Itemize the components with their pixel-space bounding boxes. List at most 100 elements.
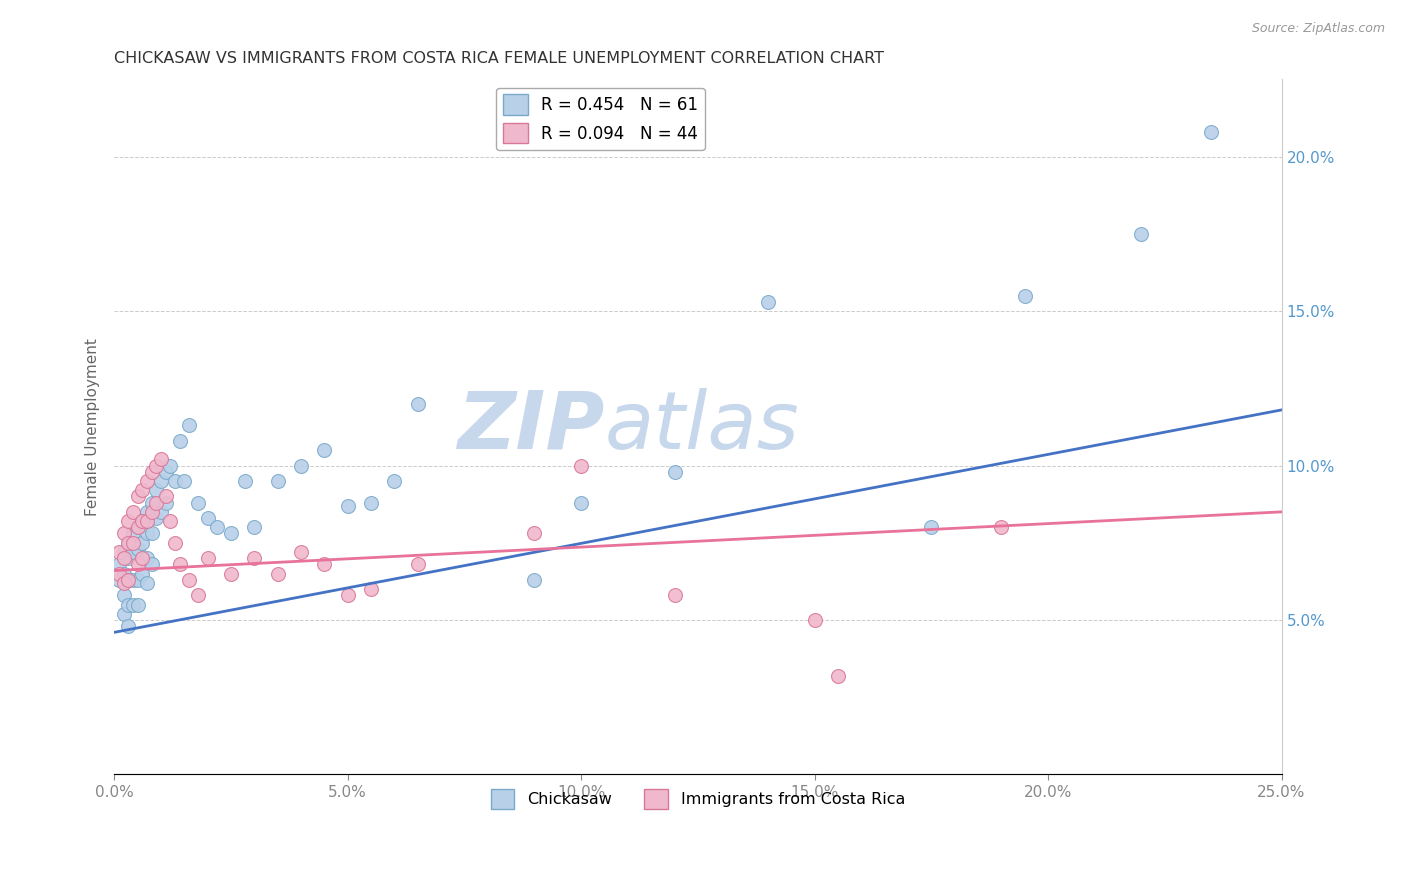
Point (163, 474, 186, 488)
Point (127, 558, 149, 572)
Point (382, 474, 405, 488)
Point (1014, 288, 1036, 302)
Point (117, 551, 139, 566)
Point (141, 558, 163, 572)
Point (169, 558, 191, 572)
Point (141, 526, 163, 541)
Point (108, 566, 131, 581)
Point (127, 520, 149, 534)
Text: ZIP: ZIP (457, 388, 605, 466)
Point (314, 558, 336, 572)
Point (127, 573, 149, 587)
Point (569, 495, 592, 509)
Point (131, 535, 153, 549)
Point (135, 505, 157, 519)
Point (121, 573, 143, 587)
Point (149, 474, 172, 488)
Point (135, 551, 157, 566)
Point (145, 483, 167, 498)
Point (756, 294, 779, 309)
Point (149, 505, 172, 519)
Point (135, 576, 157, 591)
Point (141, 465, 163, 479)
Point (827, 668, 849, 682)
Point (243, 520, 266, 534)
Point (187, 588, 209, 602)
Point (121, 505, 143, 519)
Text: CHICKASAW VS IMMIGRANTS FROM COSTA RICA FEMALE UNEMPLOYMENT CORRELATION CHART: CHICKASAW VS IMMIGRANTS FROM COSTA RICA … (114, 51, 884, 66)
Point (406, 397, 429, 411)
Point (990, 520, 1012, 534)
Point (177, 573, 200, 587)
Point (131, 514, 153, 528)
Text: Source: ZipAtlas.com: Source: ZipAtlas.com (1251, 22, 1385, 36)
Point (117, 535, 139, 549)
Point (266, 566, 288, 581)
Point (131, 566, 153, 581)
Point (149, 452, 172, 467)
Point (127, 598, 149, 612)
Point (360, 495, 382, 509)
Point (121, 545, 143, 559)
Point (127, 520, 149, 534)
Point (187, 495, 209, 509)
Point (664, 465, 686, 479)
Point (117, 514, 139, 528)
Point (117, 598, 139, 612)
Point (197, 511, 219, 525)
Point (112, 607, 135, 621)
Point (141, 505, 163, 519)
Point (336, 499, 359, 513)
Point (141, 495, 163, 509)
Point (121, 526, 143, 541)
Legend: Chickasaw, Immigrants from Costa Rica: Chickasaw, Immigrants from Costa Rica (484, 783, 911, 815)
Point (131, 551, 153, 566)
Point (219, 566, 242, 581)
Point (145, 458, 167, 473)
Point (112, 576, 135, 591)
Point (108, 573, 131, 587)
Point (523, 573, 546, 587)
Point (290, 458, 312, 473)
Point (145, 495, 167, 509)
Point (920, 520, 942, 534)
Point (163, 535, 186, 549)
Point (1201, 125, 1223, 139)
Point (127, 490, 149, 504)
Point (243, 551, 266, 566)
Point (121, 598, 143, 612)
Point (1130, 227, 1153, 241)
Point (155, 465, 177, 479)
Point (108, 558, 131, 572)
Point (127, 541, 149, 556)
Point (159, 514, 181, 528)
Point (135, 514, 157, 528)
Point (131, 514, 153, 528)
Y-axis label: Female Unemployment: Female Unemployment (86, 338, 100, 516)
Point (406, 558, 429, 572)
Point (803, 613, 825, 627)
Point (155, 495, 177, 509)
Point (131, 483, 153, 498)
Point (117, 573, 139, 587)
Point (159, 458, 181, 473)
Point (117, 573, 139, 587)
Point (219, 526, 242, 541)
Point (108, 545, 131, 559)
Point (112, 566, 135, 581)
Point (135, 474, 157, 488)
Text: atlas: atlas (605, 388, 799, 466)
Point (197, 551, 219, 566)
Point (169, 434, 191, 448)
Point (336, 588, 359, 602)
Point (112, 545, 135, 559)
Point (266, 474, 288, 488)
Point (145, 511, 167, 525)
Point (523, 526, 546, 541)
Point (121, 535, 143, 549)
Point (205, 520, 228, 534)
Point (177, 418, 200, 433)
Point (117, 619, 139, 633)
Point (233, 474, 256, 488)
Point (664, 588, 686, 602)
